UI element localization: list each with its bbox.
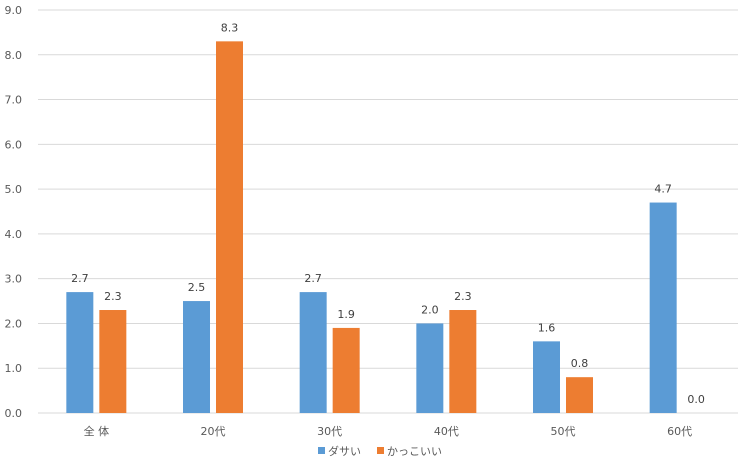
data-label: 2.0 — [421, 303, 439, 316]
x-axis-categories: 全 体 20代 30代 40代 50代 60代 — [84, 424, 693, 438]
data-label: 2.7 — [71, 272, 89, 285]
bar-kakkoii-2 — [332, 327, 360, 413]
legend: ダサい かっこいい — [318, 444, 442, 458]
data-label: 2.3 — [454, 290, 472, 303]
bar-dasai-4 — [533, 341, 560, 413]
y-tick-label: 6.0 — [5, 138, 23, 151]
legend-label: ダサい — [328, 444, 361, 458]
data-label: 1.9 — [337, 308, 355, 321]
y-tick-label: 1.0 — [5, 362, 23, 375]
data-label: 4.7 — [654, 183, 672, 196]
y-tick-label: 7.0 — [5, 94, 23, 107]
x-category-label: 50代 — [551, 425, 576, 438]
x-category-label: 20代 — [201, 425, 226, 438]
gridlines — [38, 9, 738, 414]
bar-dasai-0 — [66, 292, 94, 413]
y-tick-label: 2.0 — [5, 317, 23, 330]
bar-kakkoii-3 — [449, 310, 477, 413]
legend-swatch — [318, 447, 325, 454]
y-tick-label: 9.0 — [5, 4, 23, 17]
data-label: 2.7 — [304, 272, 322, 285]
y-tick-label: 4.0 — [5, 228, 23, 241]
x-category-label: 60代 — [667, 425, 692, 438]
data-label: 1.6 — [538, 321, 556, 334]
y-tick-label: 3.0 — [5, 273, 23, 286]
data-label: 2.5 — [188, 281, 206, 294]
bar-dasai-3 — [416, 323, 444, 413]
y-tick-label: 0.0 — [5, 407, 23, 420]
y-tick-label: 5.0 — [5, 183, 23, 196]
data-label: 0.0 — [687, 393, 705, 406]
bar-dasai-1 — [183, 301, 210, 413]
legend-swatch — [377, 447, 384, 454]
data-label: 8.3 — [221, 21, 239, 34]
bar-kakkoii-1 — [216, 41, 243, 413]
data-labels: 2.7 2.3 2.5 8.3 2.7 1.9 2.0 2.3 1.6 0.8 4.7 0.0 — [71, 21, 705, 406]
bar-kakkoii-0 — [99, 310, 127, 413]
bar-kakkoii-4 — [566, 377, 593, 413]
x-category-label: 40代 — [434, 425, 459, 438]
x-category-label: 30代 — [317, 425, 342, 438]
bar-dasai-5 — [649, 202, 677, 413]
data-label: 0.8 — [571, 357, 589, 370]
data-label: 2.3 — [104, 290, 122, 303]
x-category-label: 全 体 — [84, 424, 110, 438]
legend-label: かっこいい — [387, 445, 442, 458]
y-tick-label: 8.0 — [5, 49, 23, 62]
bar-dasai-2 — [299, 292, 327, 413]
bars — [66, 41, 677, 413]
y-axis-ticks: 0.0 1.0 2.0 3.0 4.0 5.0 6.0 7.0 8.0 9.0 — [5, 4, 23, 420]
